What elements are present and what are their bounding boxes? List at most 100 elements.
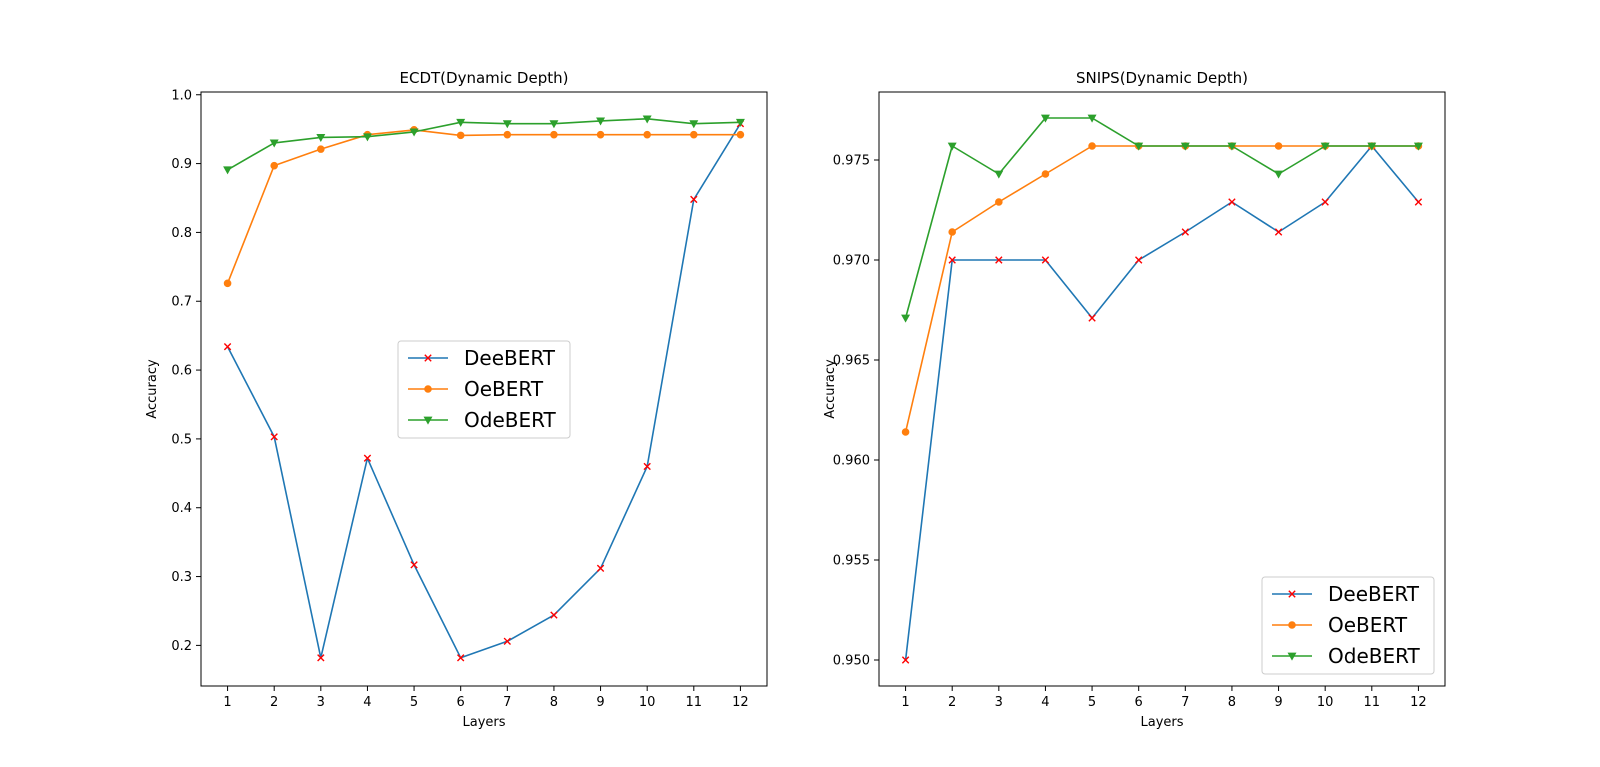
axes-frame (200, 91, 768, 687)
x-tick-label: 8 (550, 695, 558, 710)
data-point-deebert (410, 561, 418, 569)
y-tick-label: 0.7 (171, 295, 192, 310)
x-tick-label: 12 (732, 695, 749, 710)
legend-marker-deebert (424, 354, 432, 362)
data-point-deebert (1088, 314, 1096, 322)
x-tick-label: 10 (1317, 695, 1334, 710)
y-tick-label: 0.8 (171, 226, 192, 241)
data-point-odebert (1134, 142, 1144, 151)
data-point-deebert (363, 454, 372, 462)
data-point-odebert (1274, 170, 1284, 179)
data-point-oebert (1088, 142, 1096, 150)
y-tick-label: 0.9 (171, 157, 192, 172)
data-point-oebert (317, 145, 325, 153)
data-point-deebert (596, 564, 605, 572)
data-point-odebert (642, 115, 652, 124)
data-point-deebert (690, 195, 698, 204)
data-point-oebert (995, 198, 1003, 206)
data-point-odebert (994, 170, 1004, 179)
x-tick-label: 3 (317, 695, 325, 710)
x-tick-label: 6 (457, 695, 465, 710)
data-point-deebert (948, 256, 956, 264)
data-point-odebert (689, 120, 699, 129)
legend-box (1261, 576, 1435, 675)
legend-label-oebert: OeBERT (464, 377, 544, 401)
data-point-odebert (1227, 142, 1237, 151)
y-tick-label: 0.6 (171, 364, 192, 379)
data-point-oebert (270, 161, 278, 170)
y-tick-label: 0.2 (171, 639, 192, 654)
legend-marker-deebert (1288, 590, 1296, 598)
data-point-deebert (1134, 256, 1143, 264)
data-point-odebert (596, 117, 606, 126)
x-tick-label: 1 (223, 695, 231, 710)
x-tick-label: 11 (1364, 695, 1381, 710)
data-point-deebert (643, 462, 651, 471)
data-point-odebert (362, 133, 372, 142)
data-point-oebert (736, 130, 745, 139)
legend-label-deebert: DeeBERT (464, 346, 556, 370)
legend-marker-oebert (1288, 621, 1296, 629)
data-point-oebert (690, 130, 698, 139)
subplot-snips: SNIPS(Dynamic Depth)1 2 3 4 5 6 7 8 9 10 11 120.950… (823, 69, 1446, 730)
series-line-deebert (904, 145, 1420, 661)
series-line-oebert (226, 129, 741, 284)
data-point-deebert (503, 637, 512, 645)
legend: DeeBERT OeBERT OdeBERT (397, 340, 571, 439)
data-point-odebert (223, 166, 233, 175)
data-point-deebert (550, 611, 558, 619)
x-tick-label: 2 (948, 695, 956, 710)
data-point-oebert (596, 130, 605, 139)
data-point-deebert (1228, 198, 1236, 206)
data-point-odebert (1320, 142, 1330, 151)
data-point-odebert (947, 142, 957, 151)
data-point-deebert (1041, 256, 1050, 264)
data-point-oebert (1041, 170, 1050, 178)
data-point-deebert (995, 256, 1003, 264)
series-line-oebert (904, 145, 1419, 433)
series-line-odebert (227, 118, 741, 171)
y-tick-label: 0.970 (833, 254, 870, 269)
data-point-oebert (456, 131, 465, 140)
data-point-oebert (643, 130, 651, 139)
data-point-odebert (1180, 142, 1190, 151)
x-tick-label: 12 (1410, 695, 1427, 710)
data-point-odebert (456, 118, 466, 127)
data-point-oebert (948, 228, 956, 236)
x-tick-label: 11 (686, 695, 703, 710)
legend-marker-odebert (423, 416, 433, 425)
legend-box (397, 340, 571, 439)
data-point-odebert (502, 120, 512, 129)
chart-title: ECDT(Dynamic Depth) (400, 69, 569, 87)
x-tick-label: 2 (270, 695, 278, 710)
data-point-deebert (317, 654, 325, 662)
data-point-oebert (1274, 142, 1283, 150)
y-tick-label: 0.965 (833, 354, 870, 369)
y-axis-label: Accuracy (823, 359, 838, 419)
legend-marker-oebert (424, 385, 432, 393)
legend-label-odebert: OdeBERT (464, 408, 557, 432)
y-tick-label: 1.0 (171, 88, 192, 103)
series-line-deebert (226, 123, 742, 659)
data-point-odebert (1413, 142, 1423, 151)
y-tick-label: 0.950 (833, 654, 870, 669)
data-point-odebert (1087, 114, 1097, 123)
x-tick-label: 9 (596, 695, 604, 710)
x-tick-label: 8 (1228, 695, 1236, 710)
x-tick-label: 6 (1135, 695, 1143, 710)
data-point-oebert (550, 130, 558, 139)
y-tick-label: 0.975 (833, 154, 870, 169)
x-tick-label: 7 (1181, 695, 1189, 710)
x-tick-label: 9 (1274, 695, 1282, 710)
x-axis-label: Layers (1140, 715, 1183, 730)
axes-frame (878, 91, 1446, 687)
data-point-odebert (316, 134, 326, 143)
y-tick-label: 0.3 (171, 570, 192, 585)
data-point-oebert (503, 130, 512, 139)
data-point-odebert (409, 128, 419, 137)
subplot-ecdt: ECDT(Dynamic Depth)1 2 3 4 5 6 7 8 9 10 11 120.20.3… (145, 69, 768, 730)
y-tick-label: 0.960 (833, 454, 870, 469)
data-point-odebert (1367, 142, 1377, 151)
data-point-oebert (223, 279, 232, 288)
